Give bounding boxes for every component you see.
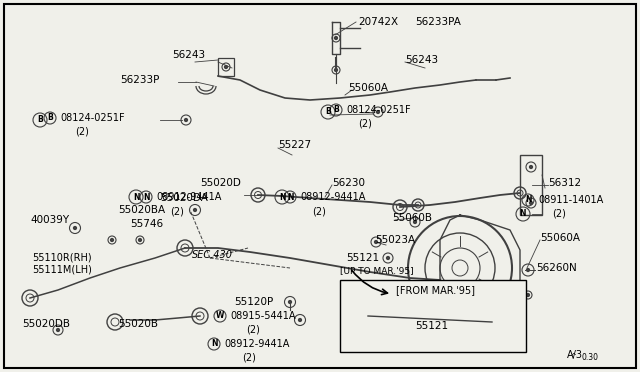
Text: 08912-9441A: 08912-9441A: [224, 339, 289, 349]
Text: A/3: A/3: [567, 350, 583, 360]
Text: 55120P: 55120P: [234, 297, 273, 307]
Text: (2): (2): [170, 206, 184, 216]
Text: N: N: [143, 192, 149, 202]
Circle shape: [527, 294, 529, 296]
Circle shape: [527, 269, 529, 272]
Circle shape: [376, 110, 380, 113]
Text: 08124-0251F: 08124-0251F: [60, 113, 125, 123]
Text: 0.30: 0.30: [582, 353, 599, 362]
Text: 08912-9441A: 08912-9441A: [300, 192, 365, 202]
Circle shape: [111, 238, 113, 241]
Text: N: N: [525, 196, 531, 205]
Text: 55121: 55121: [346, 253, 379, 263]
Text: 08915-5441A: 08915-5441A: [230, 311, 296, 321]
Text: N: N: [132, 192, 140, 202]
Text: 56243: 56243: [405, 55, 438, 65]
Text: [UP TO MAR.'95]: [UP TO MAR.'95]: [340, 266, 413, 276]
Text: 55020B: 55020B: [118, 319, 158, 329]
Text: 55746: 55746: [130, 219, 163, 229]
Circle shape: [529, 202, 532, 205]
Text: 56230: 56230: [332, 178, 365, 188]
Circle shape: [335, 68, 337, 71]
Circle shape: [225, 65, 227, 68]
Text: (2): (2): [242, 353, 256, 363]
Circle shape: [335, 36, 337, 39]
Text: (2): (2): [246, 325, 260, 335]
Text: 40039Y: 40039Y: [30, 215, 69, 225]
Circle shape: [184, 119, 188, 122]
Text: (2): (2): [358, 119, 372, 129]
Text: 56312: 56312: [548, 178, 581, 188]
Text: (2): (2): [75, 127, 89, 137]
Text: 55110R(RH): 55110R(RH): [32, 253, 92, 263]
Text: N: N: [279, 192, 285, 202]
Text: 56233PA: 56233PA: [415, 17, 461, 27]
Text: ^: ^: [570, 353, 576, 359]
Text: N: N: [211, 340, 217, 349]
Text: 55121: 55121: [415, 321, 448, 331]
Text: 56233P: 56233P: [120, 75, 159, 85]
Text: W: W: [216, 311, 224, 321]
Text: (2): (2): [312, 206, 326, 216]
Text: 08124-0251F: 08124-0251F: [346, 105, 411, 115]
Text: 55020D: 55020D: [200, 178, 241, 188]
Circle shape: [138, 238, 141, 241]
Text: 55111M(LH): 55111M(LH): [32, 265, 92, 275]
Text: B: B: [37, 115, 43, 125]
Text: 20742X: 20742X: [358, 17, 398, 27]
Text: 55020DA: 55020DA: [160, 193, 208, 203]
Circle shape: [193, 208, 196, 212]
Text: N: N: [520, 209, 526, 218]
Text: 55060A: 55060A: [348, 83, 388, 93]
Circle shape: [298, 318, 301, 321]
Text: 55023A: 55023A: [375, 235, 415, 245]
Text: [FROM MAR.'95]: [FROM MAR.'95]: [396, 285, 475, 295]
Circle shape: [74, 227, 77, 230]
Text: 55060B: 55060B: [392, 213, 432, 223]
Text: B: B: [47, 113, 53, 122]
Text: 08912-9441A: 08912-9441A: [156, 192, 221, 202]
Text: 08911-1401A: 08911-1401A: [538, 195, 604, 205]
Bar: [218, 58, 234, 76]
Text: 55227: 55227: [278, 140, 311, 150]
Text: SEC.430: SEC.430: [192, 250, 233, 260]
Circle shape: [413, 221, 417, 224]
Circle shape: [56, 328, 60, 331]
Text: 55020BA: 55020BA: [118, 205, 165, 215]
Bar: [340, 280, 526, 352]
Text: B: B: [325, 108, 331, 116]
Circle shape: [374, 241, 378, 244]
Text: 55060A: 55060A: [540, 233, 580, 243]
Text: B: B: [333, 106, 339, 115]
Circle shape: [289, 301, 291, 304]
Bar: [520, 155, 542, 215]
Text: 56243: 56243: [172, 50, 205, 60]
Circle shape: [387, 257, 390, 260]
Text: (2): (2): [552, 209, 566, 219]
Text: 56260N: 56260N: [536, 263, 577, 273]
Text: N: N: [287, 192, 293, 202]
Circle shape: [529, 166, 532, 169]
Text: 55020DB: 55020DB: [22, 319, 70, 329]
